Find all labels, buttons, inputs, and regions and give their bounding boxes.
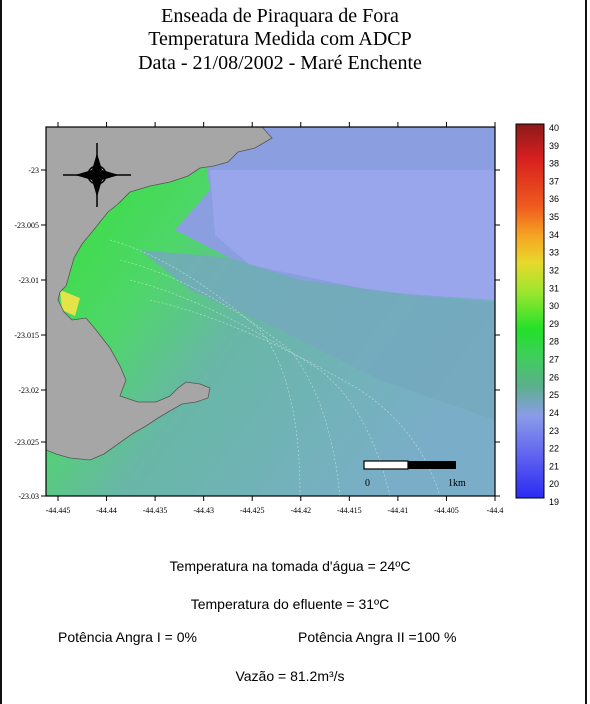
x-axis-ticks: -44.445 -44.44 -44.435 -44.43 -44.425 -44.42 -… [46, 122, 504, 515]
plot-border [45, 126, 496, 497]
temperature-colorbar: 40 39 38 37 36 35 34 33 32 31 30 29 28 27 26 25 24 23 22 21… [515, 123, 559, 507]
x-tick-label: -44.43 [193, 506, 214, 515]
colorbar-label: 28 [549, 337, 559, 347]
colorbar-label: 33 [549, 248, 559, 258]
x-tick-label: -44.44 [96, 506, 117, 515]
colorbar-label: 32 [549, 265, 559, 275]
right-frame-border [585, 0, 587, 704]
hot-plume-zone [60, 290, 80, 316]
angra2-power-text: Potência Angra II =100 % [298, 629, 457, 645]
colorbar-label: 19 [549, 497, 559, 507]
colorbar-label: 40 [549, 123, 559, 133]
colorbar-label: 22 [549, 444, 559, 454]
colorbar-label: 39 [549, 141, 559, 151]
intake-temperature-text: Temperatura na tomada d'água = 24ºC [169, 558, 411, 574]
colorbar-label: 30 [549, 301, 559, 311]
x-tick-label: -44.42 [290, 506, 311, 515]
map-title-line-1: Enseada de Piraquara de Fora [161, 5, 399, 27]
colorbar-gradient [515, 123, 545, 499]
colorbar-label: 29 [549, 319, 559, 329]
y-tick-label: -23.015 [14, 331, 39, 340]
coastline-land [46, 127, 273, 461]
colorbar-label: 25 [549, 390, 559, 400]
colorbar-label: 24 [549, 408, 559, 418]
map-title-line-3: Data - 21/08/2002 - Maré Enchente [138, 52, 422, 74]
x-tick-label: -44.445 [46, 506, 71, 515]
colorbar-label: 31 [549, 283, 559, 293]
colorbar-label: 21 [549, 461, 559, 471]
colorbar-label: 35 [549, 212, 559, 222]
map-plot-area [46, 127, 495, 496]
y-tick-label: -23 [28, 166, 39, 175]
y-tick-label: -23.005 [14, 221, 39, 230]
compass-rose-icon [63, 143, 131, 207]
x-tick-label: -44.415 [337, 506, 362, 515]
flow-rate-text: Vazão = 81.2m³/s [235, 668, 345, 684]
temperature-map-figure: -23 -23.005 -23.01 -23.015 -23.02 -23.025 -23.… [14, 122, 559, 515]
scale-bar-start-label: 0 [365, 478, 370, 489]
colorbar-label: 26 [549, 372, 559, 382]
colorbar-label: 20 [549, 479, 559, 489]
coolest-water-zone [210, 170, 495, 300]
scale-bar-end-label: 1km [448, 478, 466, 489]
map-title-line-2: Temperatura Medida com ADCP [148, 28, 412, 50]
colorbar-label: 27 [549, 355, 559, 365]
y-axis-ticks: -23 -23.005 -23.01 -23.015 -23.02 -23.025 -23.… [14, 166, 500, 501]
effluent-temperature-text: Temperatura do efluente = 31ºC [190, 596, 390, 612]
left-frame-border [0, 0, 2, 704]
x-tick-label: -44.41 [388, 506, 409, 515]
colorbar-labels: 40 39 38 37 36 35 34 33 32 31 30 29 28 27 26 25 24 23 22 21… [549, 123, 559, 507]
x-tick-label: -44.4 [487, 506, 504, 515]
y-tick-label: -23.025 [14, 438, 39, 447]
mid-water-zone [140, 250, 495, 420]
colorbar-label: 34 [549, 230, 559, 240]
colorbar-label: 23 [549, 426, 559, 436]
colorbar-label: 37 [549, 176, 559, 186]
x-tick-label: -44.425 [240, 506, 265, 515]
x-tick-label: -44.405 [434, 506, 459, 515]
y-tick-label: -23.03 [18, 492, 39, 501]
scale-bar: 0 1km [363, 460, 466, 489]
colorbar-label: 38 [549, 159, 559, 169]
y-tick-label: -23.01 [18, 276, 39, 285]
y-tick-label: -23.02 [18, 386, 39, 395]
isotherm-lines [109, 239, 441, 496]
angra1-power-text: Potência Angra I = 0% [58, 629, 197, 645]
colorbar-label: 36 [549, 194, 559, 204]
x-tick-label: -44.435 [143, 506, 168, 515]
